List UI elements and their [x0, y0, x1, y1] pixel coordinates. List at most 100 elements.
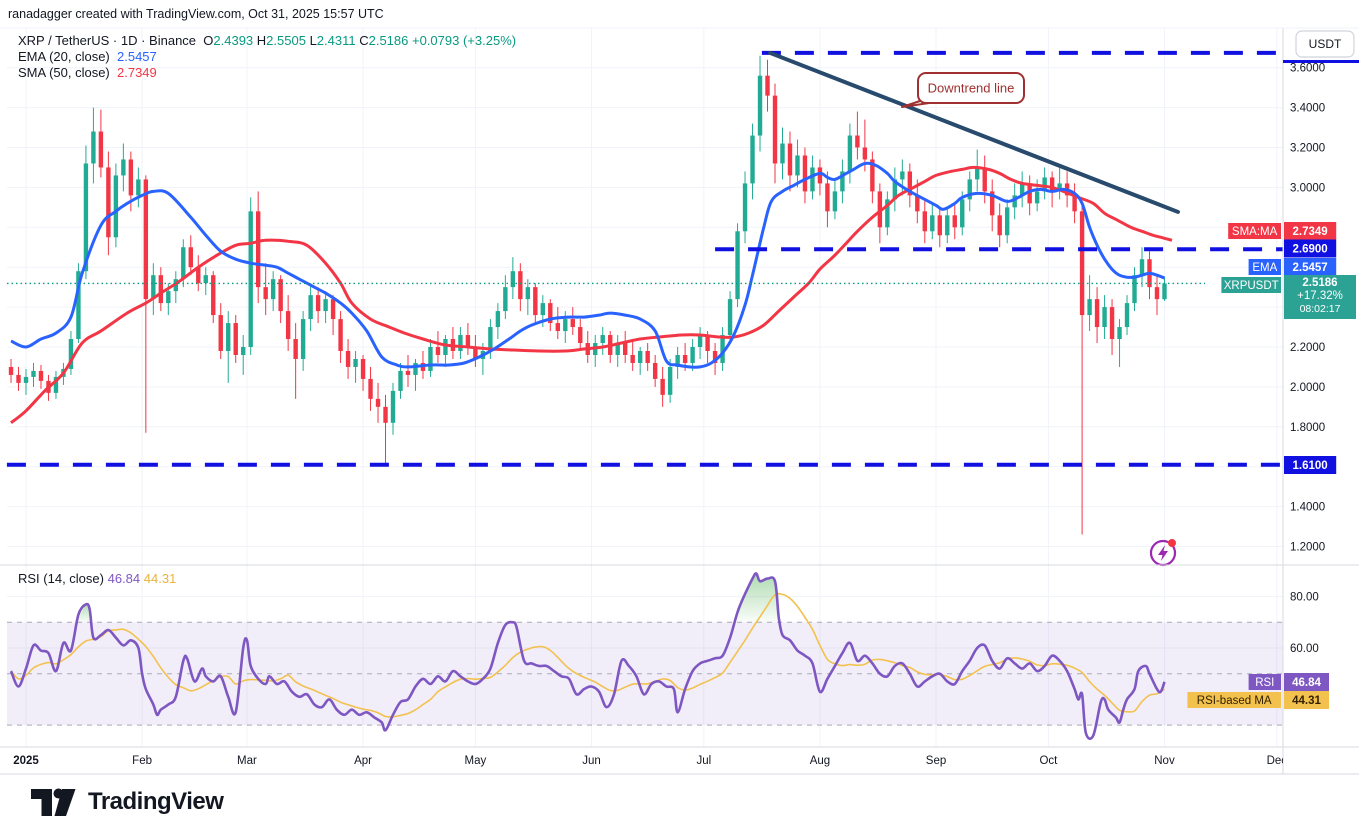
svg-text:SMA:MA: SMA:MA: [1232, 226, 1278, 238]
candle: [1132, 275, 1137, 304]
axis-tag-ema: EMA: [1248, 259, 1281, 275]
axis-pill-44.31: 44.31: [1284, 691, 1329, 709]
candle: [151, 275, 156, 300]
candle: [495, 311, 501, 328]
tradingview-footer[interactable]: TradingView: [30, 788, 224, 816]
time-axis[interactable]: 2025 Feb Mar Apr May Jun Jul Aug Sep Oct Nov Dec: [13, 755, 1287, 767]
axis-tag-rsi-based-ma: RSI-based MA: [1187, 692, 1281, 708]
legend-row-symbol: XRP / TetherUS · 1D · Binance O2.4393 H2…: [18, 33, 516, 49]
candle: [405, 370, 411, 375]
candle: [1012, 195, 1017, 208]
price-axis[interactable]: 3.60003.40003.20003.00002.80002.20002.00…: [1187, 30, 1359, 709]
axis-tag-rsi: RSI: [1248, 674, 1281, 690]
svg-text:+17.32%: +17.32%: [1297, 290, 1343, 302]
candle: [16, 374, 21, 383]
drawings[interactable]: Downtrend line: [6, 50, 1283, 467]
candle: [106, 167, 111, 238]
price-tick-label: 3.6000: [1290, 63, 1325, 75]
axis-pill-symbol-price: 2.5186+17.32%08:02:17: [1284, 275, 1356, 319]
time-axis-label: Dec: [1267, 755, 1288, 767]
candle: [877, 191, 883, 228]
candle: [315, 295, 321, 312]
rsi-ma-value: 44.31: [143, 571, 177, 586]
time-axis-label: Oct: [1039, 755, 1058, 767]
svg-text:RSI: RSI: [1255, 677, 1274, 689]
time-axis-label: Jun: [582, 755, 601, 767]
candle: [293, 339, 298, 359]
candle: [862, 147, 868, 160]
candle: [8, 366, 14, 375]
candle: [892, 179, 898, 200]
price-tick-label: 3.0000: [1290, 182, 1325, 194]
candle: [832, 191, 838, 212]
candle: [810, 167, 815, 192]
downtrend-callout[interactable]: Downtrend line: [901, 72, 1025, 108]
candle: [630, 354, 635, 363]
candle: [121, 159, 126, 176]
candle: [975, 167, 980, 180]
ohlc-change: +0.0793 (+3.25%): [412, 33, 517, 48]
legend-row-sma[interactable]: SMA (50, close) 2.7349: [18, 65, 516, 81]
currency-toggle-button[interactable]: USDT: [1295, 30, 1355, 58]
candle: [188, 247, 193, 268]
candle: [1034, 191, 1040, 204]
candle: [368, 378, 373, 399]
candle: [473, 347, 478, 359]
tradingview-logo-text: TradingView: [88, 788, 224, 815]
candle: [53, 376, 59, 393]
ohlc-high-label: H: [256, 33, 267, 48]
symbol-legend[interactable]: XRP / TetherUS · 1D · Binance O2.4393 H2…: [18, 33, 516, 81]
candle: [885, 199, 890, 228]
svg-text:EMA: EMA: [1252, 262, 1277, 274]
candle: [1042, 177, 1047, 192]
candle: [907, 171, 913, 196]
legend-row-ema[interactable]: EMA (20, close) 2.5457: [18, 49, 516, 65]
axis-tag-symbol: XRPUSDT: [1221, 277, 1281, 293]
candle: [600, 335, 605, 344]
svg-text:2.5457: 2.5457: [1293, 262, 1328, 274]
time-axis-label: Aug: [810, 755, 830, 767]
svg-text:2.6900: 2.6900: [1293, 244, 1328, 256]
rsi-legend[interactable]: RSI (14, close) 46.84 44.31: [18, 571, 176, 586]
flash-event-icon[interactable]: [1149, 539, 1177, 567]
axis-pill-2.5457: 2.5457: [1284, 258, 1337, 276]
candle: [915, 195, 920, 212]
candle: [945, 215, 950, 236]
candle: [960, 199, 965, 228]
axis-tag-smama: SMA:MA: [1228, 223, 1281, 239]
candle: [98, 131, 104, 168]
candle: [525, 287, 531, 300]
downtrend-line[interactable]: [768, 50, 1180, 214]
time-axis-label: Feb: [132, 755, 152, 767]
candle: [937, 215, 942, 236]
price-tick-label: 3.2000: [1290, 143, 1325, 155]
candle: [817, 167, 823, 184]
rsi-ma-line: [10, 592, 1165, 718]
candle: [1139, 259, 1145, 276]
candle: [1057, 183, 1062, 192]
candle: [413, 362, 418, 375]
ema-line[interactable]: [10, 161, 1165, 369]
candle: [847, 135, 853, 172]
candle: [840, 171, 845, 192]
candle: [375, 398, 381, 407]
candle: [615, 343, 620, 355]
tradingview-logo-icon: [31, 788, 76, 816]
rsi-tick-label: 60.00: [1290, 643, 1319, 655]
ema-indicator-label: EMA (20, close): [18, 49, 110, 64]
candle: [930, 215, 935, 232]
candle: [181, 247, 186, 280]
time-axis-label: Jul: [696, 755, 711, 767]
candle: [518, 271, 523, 300]
candle: [967, 179, 972, 200]
candle: [1109, 307, 1115, 340]
candle: [1072, 195, 1077, 212]
candle: [563, 319, 568, 332]
rsi-line: [9, 572, 1166, 740]
price-tick-label: 3.4000: [1290, 103, 1325, 115]
candle: [548, 303, 553, 324]
sma-line[interactable]: [10, 165, 1173, 424]
candle: [742, 183, 748, 232]
price-tick-label: 2.0000: [1290, 382, 1325, 394]
